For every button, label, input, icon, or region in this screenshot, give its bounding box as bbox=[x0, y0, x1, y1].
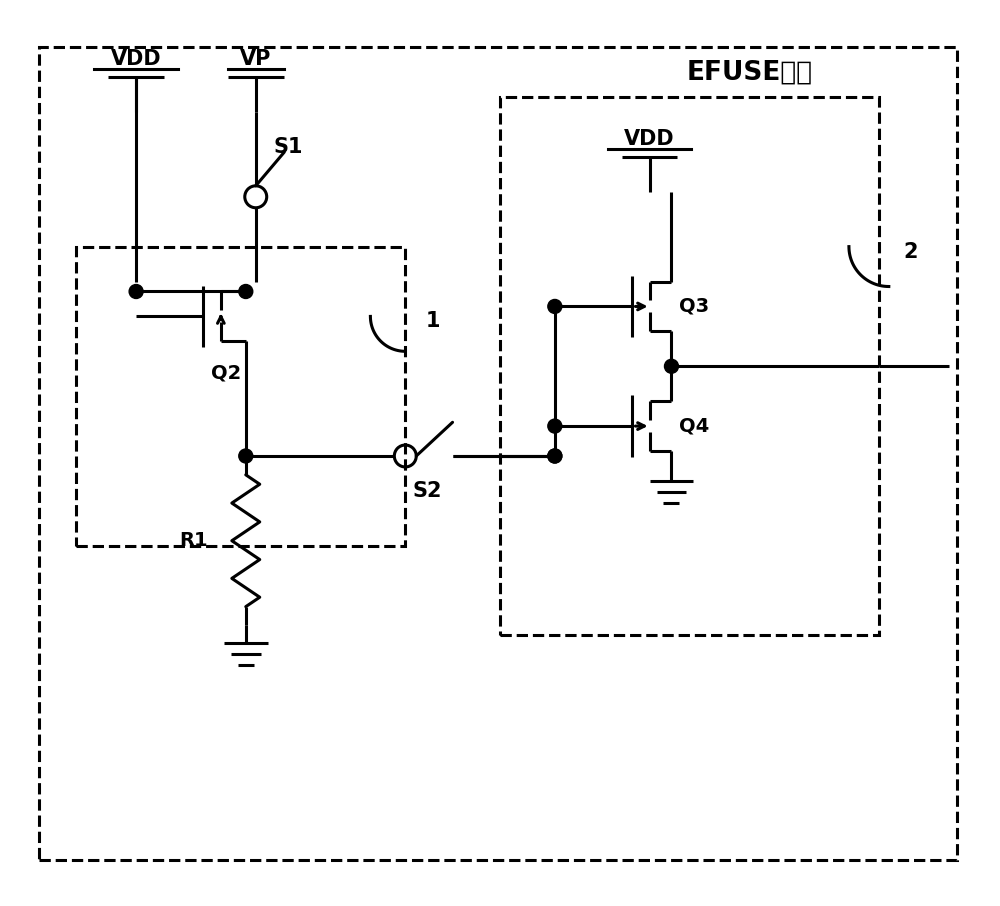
Text: Q4: Q4 bbox=[679, 417, 710, 436]
Circle shape bbox=[548, 449, 562, 463]
Circle shape bbox=[129, 284, 143, 298]
Text: R1: R1 bbox=[179, 531, 208, 550]
Circle shape bbox=[239, 284, 253, 298]
Circle shape bbox=[548, 449, 562, 463]
Circle shape bbox=[548, 419, 562, 433]
Bar bbox=[39, 47, 957, 860]
Circle shape bbox=[239, 449, 253, 463]
Text: S2: S2 bbox=[412, 481, 442, 501]
Bar bbox=[76, 246, 405, 545]
Text: VP: VP bbox=[240, 49, 271, 69]
Text: EFUSE电路: EFUSE电路 bbox=[686, 59, 812, 85]
Text: S1: S1 bbox=[274, 137, 303, 157]
Circle shape bbox=[548, 300, 562, 313]
Text: Q2: Q2 bbox=[211, 363, 241, 382]
Circle shape bbox=[664, 360, 678, 373]
Text: 1: 1 bbox=[425, 312, 440, 332]
Text: VDD: VDD bbox=[624, 129, 675, 149]
Bar bbox=[500, 97, 879, 635]
Text: VDD: VDD bbox=[111, 49, 161, 69]
Text: 2: 2 bbox=[904, 242, 918, 262]
Text: Q3: Q3 bbox=[679, 297, 710, 316]
